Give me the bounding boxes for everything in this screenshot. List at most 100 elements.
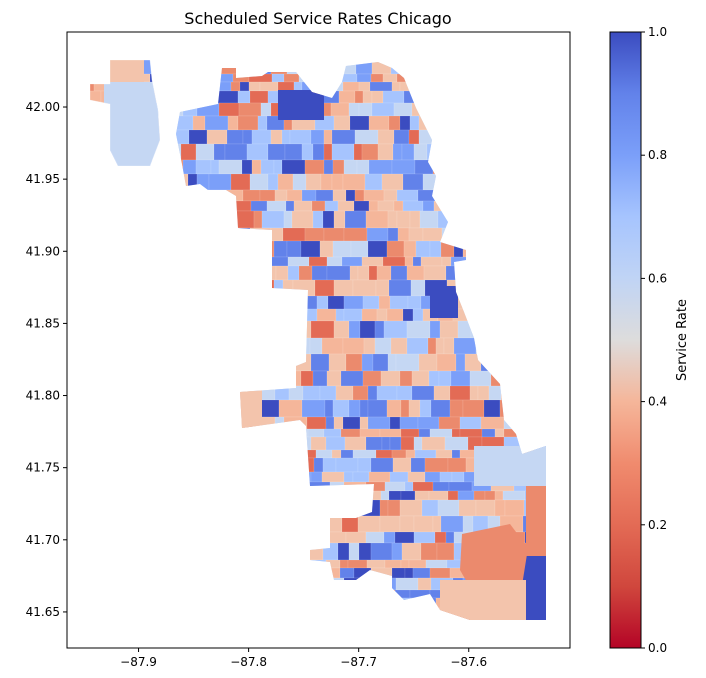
tract-polygon [358,542,372,561]
far-southeast-region [526,486,546,556]
tract-polygon [350,240,369,258]
tract-polygon [376,385,398,401]
tract-polygon [379,428,402,438]
colorbar: 0.0 0.2 0.4 0.6 0.8 1.0 Service Rate [609,25,690,655]
tract-polygon [237,90,251,104]
tract-polygon [324,200,339,212]
tract-polygon [448,481,473,492]
tract-polygon [343,159,358,175]
tract-polygon [428,370,440,387]
tract-polygon [432,515,442,533]
tract-polygon [332,399,350,418]
tract-polygon [341,256,363,267]
tract-polygon [332,159,345,175]
tract-polygon [368,471,391,483]
tract-polygon [338,90,356,104]
tract-polygon [339,567,355,579]
tract-polygon [414,490,430,501]
tract-polygon [320,173,333,191]
tract-polygon [343,308,363,322]
tract-polygon [389,436,402,451]
tract-polygon [362,90,373,104]
tract-polygon [469,370,492,387]
tract-polygon [406,337,429,355]
tract-polygon [259,81,279,92]
tract-polygon [226,129,244,145]
tract-polygon [298,265,313,281]
tract-polygon [402,308,414,322]
tract-polygon [343,295,364,310]
tract-polygon [286,189,303,202]
tract-polygon [316,308,337,322]
tract-polygon [458,499,477,517]
tract-polygon [459,428,483,438]
tract-polygon [450,370,471,387]
tract-polygon [195,143,215,161]
x-tick-label: −87.8 [230,655,267,669]
tract-polygon [368,200,379,212]
tract-polygon [213,143,226,161]
tract-polygon [424,457,449,473]
tract-polygon [352,385,369,401]
tract-polygon [403,240,417,258]
tract-polygon [306,416,327,430]
tract-polygon [473,490,486,501]
tract-polygon [400,399,410,418]
tract-polygon [310,353,330,372]
tract-polygon [386,399,402,418]
tract-polygon [348,320,361,339]
tract-polygon [359,399,369,418]
tract-polygon [384,481,406,492]
tract-polygon [396,189,419,202]
tract-polygon [391,159,416,175]
tract-polygon [242,129,253,145]
tract-polygon [348,102,360,117]
tract-polygon [388,115,401,131]
tract-polygon [393,200,404,212]
map-y-axis: 42.00 41.95 41.90 41.85 41.80 41.75 41.70 41.65 [26,100,67,619]
tract-polygon [413,515,434,533]
tract-polygon [333,320,350,339]
tract-polygon [289,129,312,145]
tract-polygon [260,399,280,418]
tract-polygon [469,385,479,401]
tract-polygon [363,337,376,355]
northwest-dark-region [278,90,324,120]
tract-polygon [406,320,431,339]
tract-polygon [382,90,405,104]
tract-polygon [390,265,408,281]
hegewisch-region [440,580,526,620]
tract-polygon [459,416,482,430]
tract-polygon [235,200,252,212]
tract-polygon [378,295,391,310]
tract-polygon [372,353,389,372]
tract-polygon [260,159,275,175]
tract-polygon [361,308,378,322]
tract-polygon [457,490,475,501]
tract-polygon [504,499,525,517]
colorbar-tick-label: 0.8 [648,148,667,162]
tract-polygon [406,265,425,281]
tract-polygon [261,210,285,229]
tract-polygon [356,159,370,175]
ohare-region [104,60,144,82]
tract-polygon [287,265,300,281]
tract-polygon [494,499,506,517]
tract-polygon [394,531,415,544]
tract-polygon [250,200,268,212]
tract-polygon [195,159,212,175]
tract-polygon [281,159,306,175]
x-tick-label: −87.6 [450,655,487,669]
tract-polygon [400,436,415,451]
lakefront-south-dark-region [430,286,458,318]
tract-polygon [422,227,443,242]
tract-polygon [284,143,303,161]
tract-polygon [375,279,390,297]
tract-polygon [383,189,398,202]
tract-polygon [401,143,415,161]
tract-polygon [382,256,406,267]
tract-polygon [323,227,345,242]
tract-polygon [323,428,342,438]
tract-polygon [227,115,239,131]
tract-polygon [248,81,261,92]
